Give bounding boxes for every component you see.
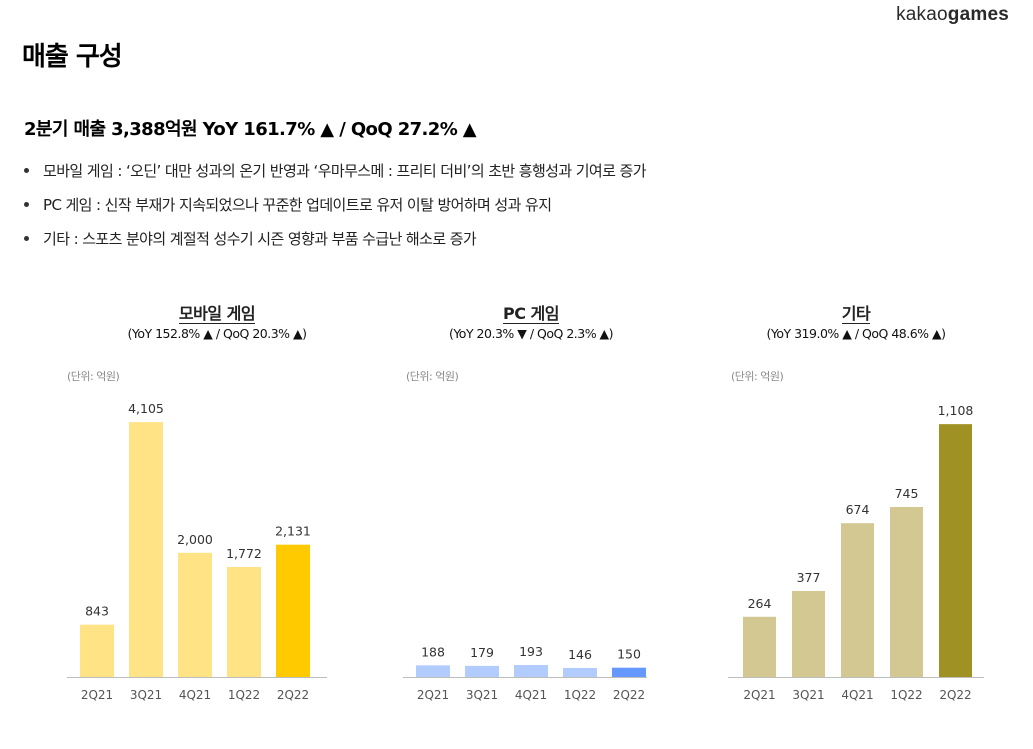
bar-4q21 (178, 552, 212, 677)
bullet-mobile: 모바일 게임 : ‘오딘’ 대만 성과의 온기 반영과 ‘우마무스메 : 프리티… (24, 153, 647, 187)
value-label: 1,108 (938, 403, 974, 418)
bar-1q22 (563, 667, 597, 677)
bar-3q21 (129, 422, 163, 677)
value-label: 146 (568, 647, 592, 662)
bar-3q21 (792, 590, 825, 677)
bullet-dot-icon (24, 167, 29, 173)
value-label: 264 (748, 596, 772, 611)
x-tick-label: 2Q21 (417, 688, 449, 702)
bar-2q21 (743, 616, 776, 677)
chart-pc: PC 게임 (YoY 20.3% ▼ / QoQ 2.3% ▲) (단위: 억원… (371, 300, 691, 740)
bullet-text: 기타 : 스포츠 분야의 계절적 성수기 시즌 영향과 부품 수급난 해소로 증… (43, 229, 477, 248)
chart-unit-label: (단위: 억원) (731, 370, 784, 383)
value-label: 843 (85, 604, 109, 619)
bullet-dot-icon (24, 235, 29, 241)
x-tick-label: 3Q21 (792, 688, 824, 702)
value-label: 188 (421, 644, 445, 659)
chart-plot: 188 2Q21 179 3Q21 193 4Q21 146 1Q22 150 2Q22 (403, 644, 647, 702)
value-label: 1,772 (226, 546, 262, 561)
x-tick-label: 2Q22 (277, 688, 309, 702)
bar-4q21 (841, 523, 874, 677)
bar-4q21 (514, 665, 548, 677)
bullet-other: 기타 : 스포츠 분야의 계절적 성수기 시즌 영향과 부품 수급난 해소로 증… (24, 221, 646, 255)
value-label: 2,000 (177, 532, 213, 547)
chart-title: 기타 (841, 304, 871, 324)
bar-1q22 (227, 566, 261, 677)
x-tick-label: 4Q21 (515, 688, 547, 702)
value-label: 179 (470, 645, 494, 660)
bullet-pc: PC 게임 : 신작 부재가 지속되었으나 꾸준한 업데이트로 유저 이탈 방어… (24, 187, 646, 221)
chart-title: PC 게임 (503, 304, 559, 324)
revenue-headline: 2분기 매출 3,388억원 YoY 161.7% ▲ / QoQ 27.2% … (24, 119, 477, 140)
bar-1q22 (890, 506, 923, 677)
bar-2q22 (276, 544, 310, 677)
bar-2q22 (939, 424, 972, 677)
x-tick-label: 1Q22 (564, 688, 596, 702)
value-label: 150 (617, 647, 641, 662)
chart-subtitle: (YoY 20.3% ▼ / QoQ 2.3% ▲) (448, 326, 614, 341)
x-tick-label: 2Q21 (743, 688, 775, 702)
chart-plot: 843 2Q21 4,105 3Q21 2,000 4Q21 1,772 1Q22 2,131 2… (67, 401, 327, 702)
chart-mobile: 모바일 게임 (YoY 152.8% ▲ / QoQ 20.3% ▲) (단위:… (57, 300, 377, 740)
chart-subtitle: (YoY 319.0% ▲ / QoQ 48.6% ▲) (766, 326, 947, 341)
chart-title: 모바일 게임 (178, 304, 256, 324)
value-label: 193 (519, 644, 543, 659)
x-tick-label: 2Q22 (939, 688, 971, 702)
value-label: 745 (895, 486, 919, 501)
x-tick-label: 1Q22 (890, 688, 922, 702)
x-tick-label: 4Q21 (179, 688, 211, 702)
chart-plot: 264 2Q21 377 3Q21 674 4Q21 745 1Q22 1,108 2Q22 (728, 403, 984, 702)
chart-unit-label: (단위: 억원) (406, 370, 459, 383)
bullet-list: 모바일 게임 : ‘오딘’ 대만 성과의 온기 반영과 ‘우마무스메 : 프리티… (24, 153, 647, 255)
bar-3q21 (465, 665, 499, 677)
x-tick-label: 3Q21 (466, 688, 498, 702)
chart-subtitle: (YoY 152.8% ▲ / QoQ 20.3% ▲) (127, 326, 308, 341)
bar-2q21 (80, 624, 114, 677)
x-tick-label: 2Q22 (613, 688, 645, 702)
value-label: 2,131 (275, 524, 311, 539)
chart-other: 기타 (YoY 319.0% ▲ / QoQ 48.6% ▲) (단위: 억원)… (696, 300, 1016, 740)
bar-2q22 (612, 667, 646, 677)
page-title: 매출 구성 (22, 42, 123, 72)
x-tick-label: 4Q21 (841, 688, 873, 702)
chart-unit-label: (단위: 억원) (67, 370, 120, 383)
value-label: 674 (846, 502, 870, 517)
kakaogames-logo: kakaogames (896, 4, 1009, 25)
bar-2q21 (416, 665, 450, 677)
x-tick-label: 1Q22 (228, 688, 260, 702)
value-label: 4,105 (128, 401, 164, 416)
x-tick-label: 3Q21 (130, 688, 162, 702)
value-label: 377 (797, 570, 821, 585)
bullet-text: PC 게임 : 신작 부재가 지속되었으나 꾸준한 업데이트로 유저 이탈 방어… (43, 195, 552, 214)
bullet-text: 모바일 게임 : ‘오딘’ 대만 성과의 온기 반영과 ‘우마무스메 : 프리티… (43, 161, 647, 180)
x-tick-label: 2Q21 (81, 688, 113, 702)
bullet-dot-icon (24, 201, 29, 207)
